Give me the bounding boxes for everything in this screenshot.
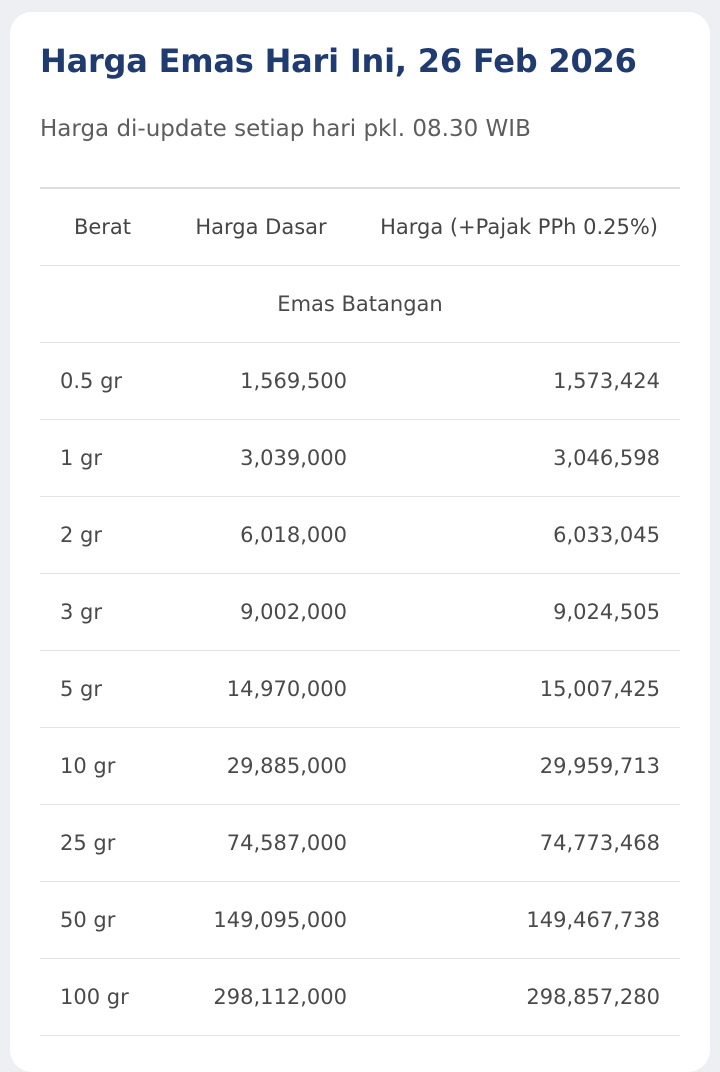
update-note: Harga di-update setiap hari pkl. 08.30 W…	[40, 116, 531, 142]
cell-weight: 25 gr	[40, 803, 165, 881]
cell-weight: 0.5 gr	[40, 341, 165, 419]
cell-base-price: 6,018,000	[165, 495, 347, 573]
cell-weight: 50 gr	[40, 880, 165, 958]
cell-taxed-price: 29,959,713	[347, 726, 680, 804]
header-base-price: Harga Dasar	[165, 187, 347, 265]
header-weight: Berat	[40, 187, 165, 265]
cell-base-price: 298,112,000	[165, 957, 347, 1035]
cell-taxed-price: 1,573,424	[347, 341, 680, 419]
cell-taxed-price: 149,467,738	[347, 880, 680, 958]
cell-base-price: 29,885,000	[165, 726, 347, 804]
table-header-row: Berat Harga Dasar Harga (+Pajak PPh 0.25…	[40, 187, 680, 265]
gold-price-card: Harga Emas Hari Ini, 26 Feb 2026 Harga d…	[10, 12, 710, 1072]
cell-base-price: 1,569,500	[165, 341, 347, 419]
section-row: Emas Batangan	[40, 264, 680, 342]
table-row: 0.5 gr 1,569,500 1,573,424	[40, 341, 680, 419]
header-taxed-price: Harga (+Pajak PPh 0.25%)	[347, 187, 680, 265]
table-row: 10 gr 29,885,000 29,959,713	[40, 726, 680, 804]
section-label: Emas Batangan	[40, 264, 680, 342]
cell-taxed-price: 298,857,280	[347, 957, 680, 1035]
table-row: 25 gr 74,587,000 74,773,468	[40, 803, 680, 881]
cell-weight: 100 gr	[40, 957, 165, 1035]
table-row: 5 gr 14,970,000 15,007,425	[40, 649, 680, 727]
cell-base-price: 3,039,000	[165, 418, 347, 496]
cell-taxed-price: 9,024,505	[347, 572, 680, 650]
cell-base-price: 149,095,000	[165, 880, 347, 958]
table-row: 3 gr 9,002,000 9,024,505	[40, 572, 680, 650]
cell-taxed-price: 15,007,425	[347, 649, 680, 727]
cell-base-price: 74,587,000	[165, 803, 347, 881]
cell-weight: 3 gr	[40, 572, 165, 650]
table-row: 1 gr 3,039,000 3,046,598	[40, 418, 680, 496]
table-row: 100 gr 298,112,000 298,857,280	[40, 957, 680, 1035]
cell-weight: 2 gr	[40, 495, 165, 573]
page-title: Harga Emas Hari Ini, 26 Feb 2026	[40, 42, 637, 80]
cell-taxed-price: 3,046,598	[347, 418, 680, 496]
cell-base-price: 9,002,000	[165, 572, 347, 650]
table-row: 50 gr 149,095,000 149,467,738	[40, 880, 680, 958]
table-bottom-divider	[40, 1034, 680, 1036]
divider	[40, 1034, 680, 1036]
cell-base-price: 14,970,000	[165, 649, 347, 727]
cell-taxed-price: 6,033,045	[347, 495, 680, 573]
cell-weight: 5 gr	[40, 649, 165, 727]
cell-weight: 10 gr	[40, 726, 165, 804]
cell-taxed-price: 74,773,468	[347, 803, 680, 881]
table-row: 2 gr 6,018,000 6,033,045	[40, 495, 680, 573]
gold-price-table: Berat Harga Dasar Harga (+Pajak PPh 0.25…	[40, 187, 680, 1036]
cell-weight: 1 gr	[40, 418, 165, 496]
